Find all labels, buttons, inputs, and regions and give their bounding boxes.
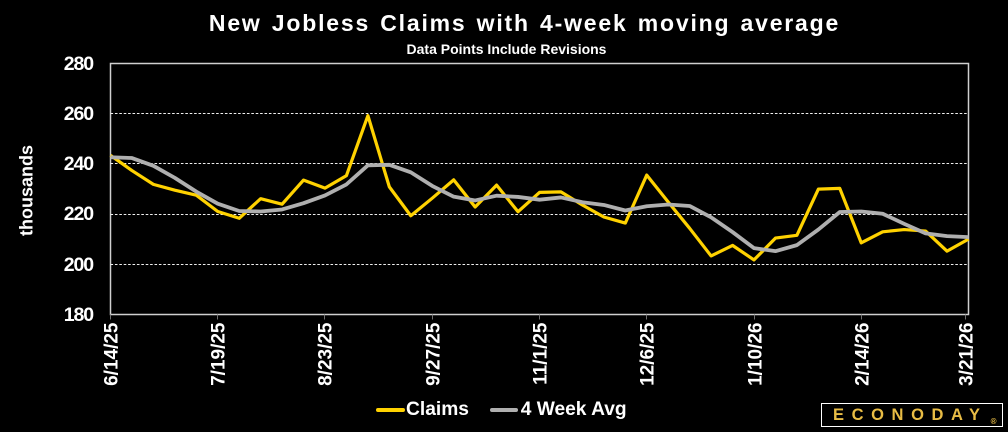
svg-text:1/10/26: 1/10/26	[746, 323, 767, 386]
svg-text:12/6/25: 12/6/25	[638, 322, 659, 386]
svg-text:7/19/25: 7/19/25	[209, 322, 230, 386]
svg-text:2/14/26: 2/14/26	[853, 323, 874, 386]
svg-text:9/27/25: 9/27/25	[424, 322, 445, 386]
svg-text:8/23/25: 8/23/25	[316, 322, 337, 386]
svg-text:11/1/25: 11/1/25	[531, 322, 552, 385]
svg-text:6/14/25: 6/14/25	[102, 322, 123, 386]
svg-text:3/21/26: 3/21/26	[957, 323, 978, 386]
